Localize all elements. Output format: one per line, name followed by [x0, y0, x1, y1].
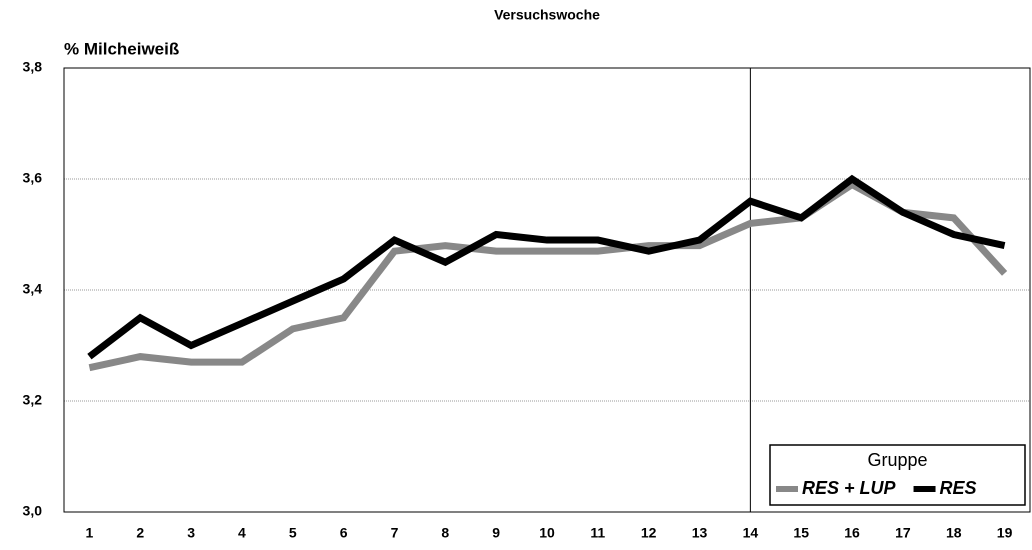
legend-label: RES + LUP — [802, 478, 897, 498]
x-tick-label: 19 — [997, 525, 1013, 541]
x-tick-label: 2 — [136, 525, 144, 541]
y-tick-label: 3,4 — [23, 281, 43, 297]
x-tick-label: 12 — [641, 525, 657, 541]
x-tick-label: 9 — [492, 525, 500, 541]
chart-title: Versuchswoche — [494, 7, 600, 23]
y-tick-label: 3,6 — [23, 170, 43, 186]
data-line — [87, 174, 1006, 360]
x-tick-label: 11 — [590, 525, 605, 541]
y-tick-label: 3,0 — [23, 503, 43, 519]
data-line — [88, 180, 1008, 372]
x-tick-label: 4 — [238, 525, 246, 541]
plot-frame — [63, 67, 1031, 513]
x-tick-label: 14 — [743, 525, 759, 541]
x-tick-label: 18 — [946, 525, 962, 541]
x-tick-label: 16 — [844, 525, 860, 541]
y-axis-label: % Milcheiweiß — [64, 39, 179, 58]
y-tick-label: 3,2 — [23, 392, 43, 408]
x-tick-label: 10 — [539, 525, 555, 541]
x-tick-label: 15 — [793, 525, 809, 541]
x-tick-label: 3 — [187, 525, 195, 541]
legend-title: Gruppe — [867, 450, 927, 470]
y-tick-label: 3,8 — [23, 59, 43, 75]
x-tick-label: 17 — [895, 525, 911, 541]
x-tick-label: 5 — [289, 525, 297, 541]
legend-label: RES — [940, 478, 977, 498]
x-tick-label: 13 — [692, 525, 708, 541]
x-tick-label: 8 — [441, 525, 449, 541]
x-tick-label: 7 — [391, 525, 399, 541]
x-tick-label: 1 — [86, 525, 94, 541]
legend-box — [769, 444, 1026, 506]
x-tick-label: 6 — [340, 525, 348, 541]
